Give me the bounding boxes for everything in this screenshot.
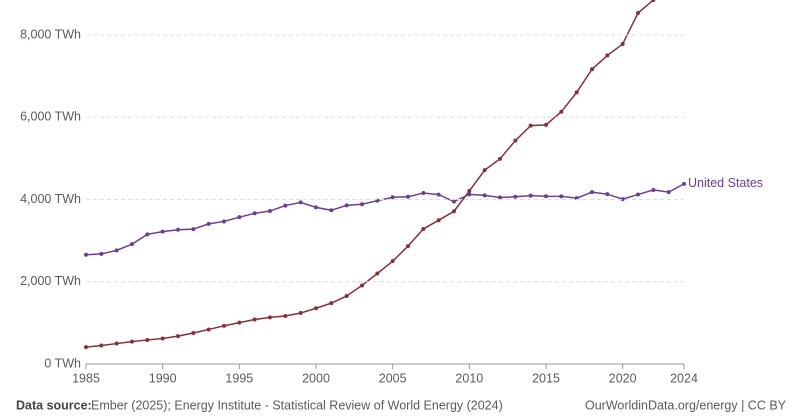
data-point [176, 227, 180, 232]
data-point [314, 205, 318, 210]
data-point [222, 323, 226, 328]
data-point [237, 215, 242, 220]
data-point [452, 209, 456, 214]
data-point [590, 67, 594, 72]
data-point [590, 190, 594, 195]
data-point [84, 252, 88, 257]
data-point [467, 188, 472, 193]
data-point [252, 211, 257, 216]
x-tick-label: 1985 [72, 371, 100, 385]
x-tick-label: 2000 [302, 371, 330, 385]
y-tick-label: 8,000 TWh [20, 27, 81, 41]
data-point [498, 156, 502, 161]
x-tick-label: 2020 [609, 371, 637, 385]
data-point [544, 122, 548, 127]
credit: OurWorldinData.org/energy | CC BY [585, 398, 787, 412]
x-tick-label: 2010 [455, 371, 483, 385]
data-point [513, 194, 518, 199]
data-point [344, 293, 349, 298]
series-label: United States [688, 176, 763, 190]
data-point [620, 197, 625, 202]
data-point [651, 0, 656, 3]
data-point [605, 53, 610, 58]
data-point [559, 194, 564, 199]
data-point [544, 194, 548, 199]
plot-area [84, 0, 686, 350]
data-point [268, 209, 272, 214]
data-point [498, 195, 502, 200]
data-point [620, 42, 625, 47]
data-point [390, 195, 395, 200]
data-point [314, 306, 318, 311]
data-point [206, 221, 211, 226]
data-point [114, 248, 119, 253]
data-point [130, 339, 134, 344]
data-point [574, 90, 579, 95]
data-point [636, 10, 640, 15]
y-tick-label: 2,000 TWh [20, 274, 81, 288]
x-tick-label: 2024 [670, 371, 698, 385]
data-point [360, 283, 364, 288]
data-point [436, 192, 441, 197]
data-point [636, 192, 640, 197]
data-point [344, 203, 349, 208]
data-point [176, 334, 180, 339]
data-point [482, 168, 487, 173]
x-tick-label: 2015 [532, 371, 560, 385]
data-point [421, 191, 426, 196]
x-tick-label: 1990 [149, 371, 177, 385]
data-point [682, 181, 686, 186]
data-point [99, 343, 104, 348]
data-point [130, 242, 134, 247]
data-point [237, 320, 242, 325]
y-tick-label: 6,000 TWh [20, 110, 81, 124]
source: Ember (2025); Energy Institute - Statist… [91, 398, 503, 412]
data-point [467, 192, 472, 197]
data-point [452, 199, 456, 204]
series-line [85, 0, 655, 348]
data-point [145, 337, 150, 342]
data-point [482, 193, 487, 198]
data-point [283, 203, 288, 208]
data-point [84, 345, 88, 350]
data-point [559, 109, 564, 114]
data-point [283, 314, 288, 319]
x-tick-label: 2005 [379, 371, 407, 385]
data-point [436, 218, 441, 223]
data-point [145, 232, 150, 237]
data-point [666, 190, 671, 195]
x-tick-label: 1995 [225, 371, 253, 385]
data-point [528, 123, 533, 128]
data-point [99, 251, 104, 256]
data-point [329, 208, 334, 213]
data-point [406, 244, 410, 249]
y-tick-label: 0 TWh [44, 356, 81, 370]
source-label: Data source: [16, 398, 92, 412]
data-point [360, 202, 364, 207]
data-point [651, 187, 656, 192]
data-point [160, 229, 165, 234]
data-point [406, 194, 410, 199]
data-point [222, 219, 226, 224]
data-point [160, 336, 165, 341]
data-point [528, 193, 533, 198]
y-tick-label: 4,000 TWh [20, 192, 81, 206]
data-point [252, 317, 257, 322]
data-point [421, 227, 426, 232]
data-point [298, 311, 303, 316]
data-point [114, 341, 119, 346]
data-point [375, 271, 380, 276]
series-line [85, 183, 685, 256]
data-point [191, 227, 196, 232]
data-point [206, 327, 211, 332]
data-point [191, 330, 196, 335]
data-point [268, 315, 272, 320]
data-point [329, 301, 334, 306]
data-point [605, 192, 610, 197]
data-point [298, 200, 303, 205]
data-point [513, 138, 518, 143]
data-point [390, 259, 395, 264]
